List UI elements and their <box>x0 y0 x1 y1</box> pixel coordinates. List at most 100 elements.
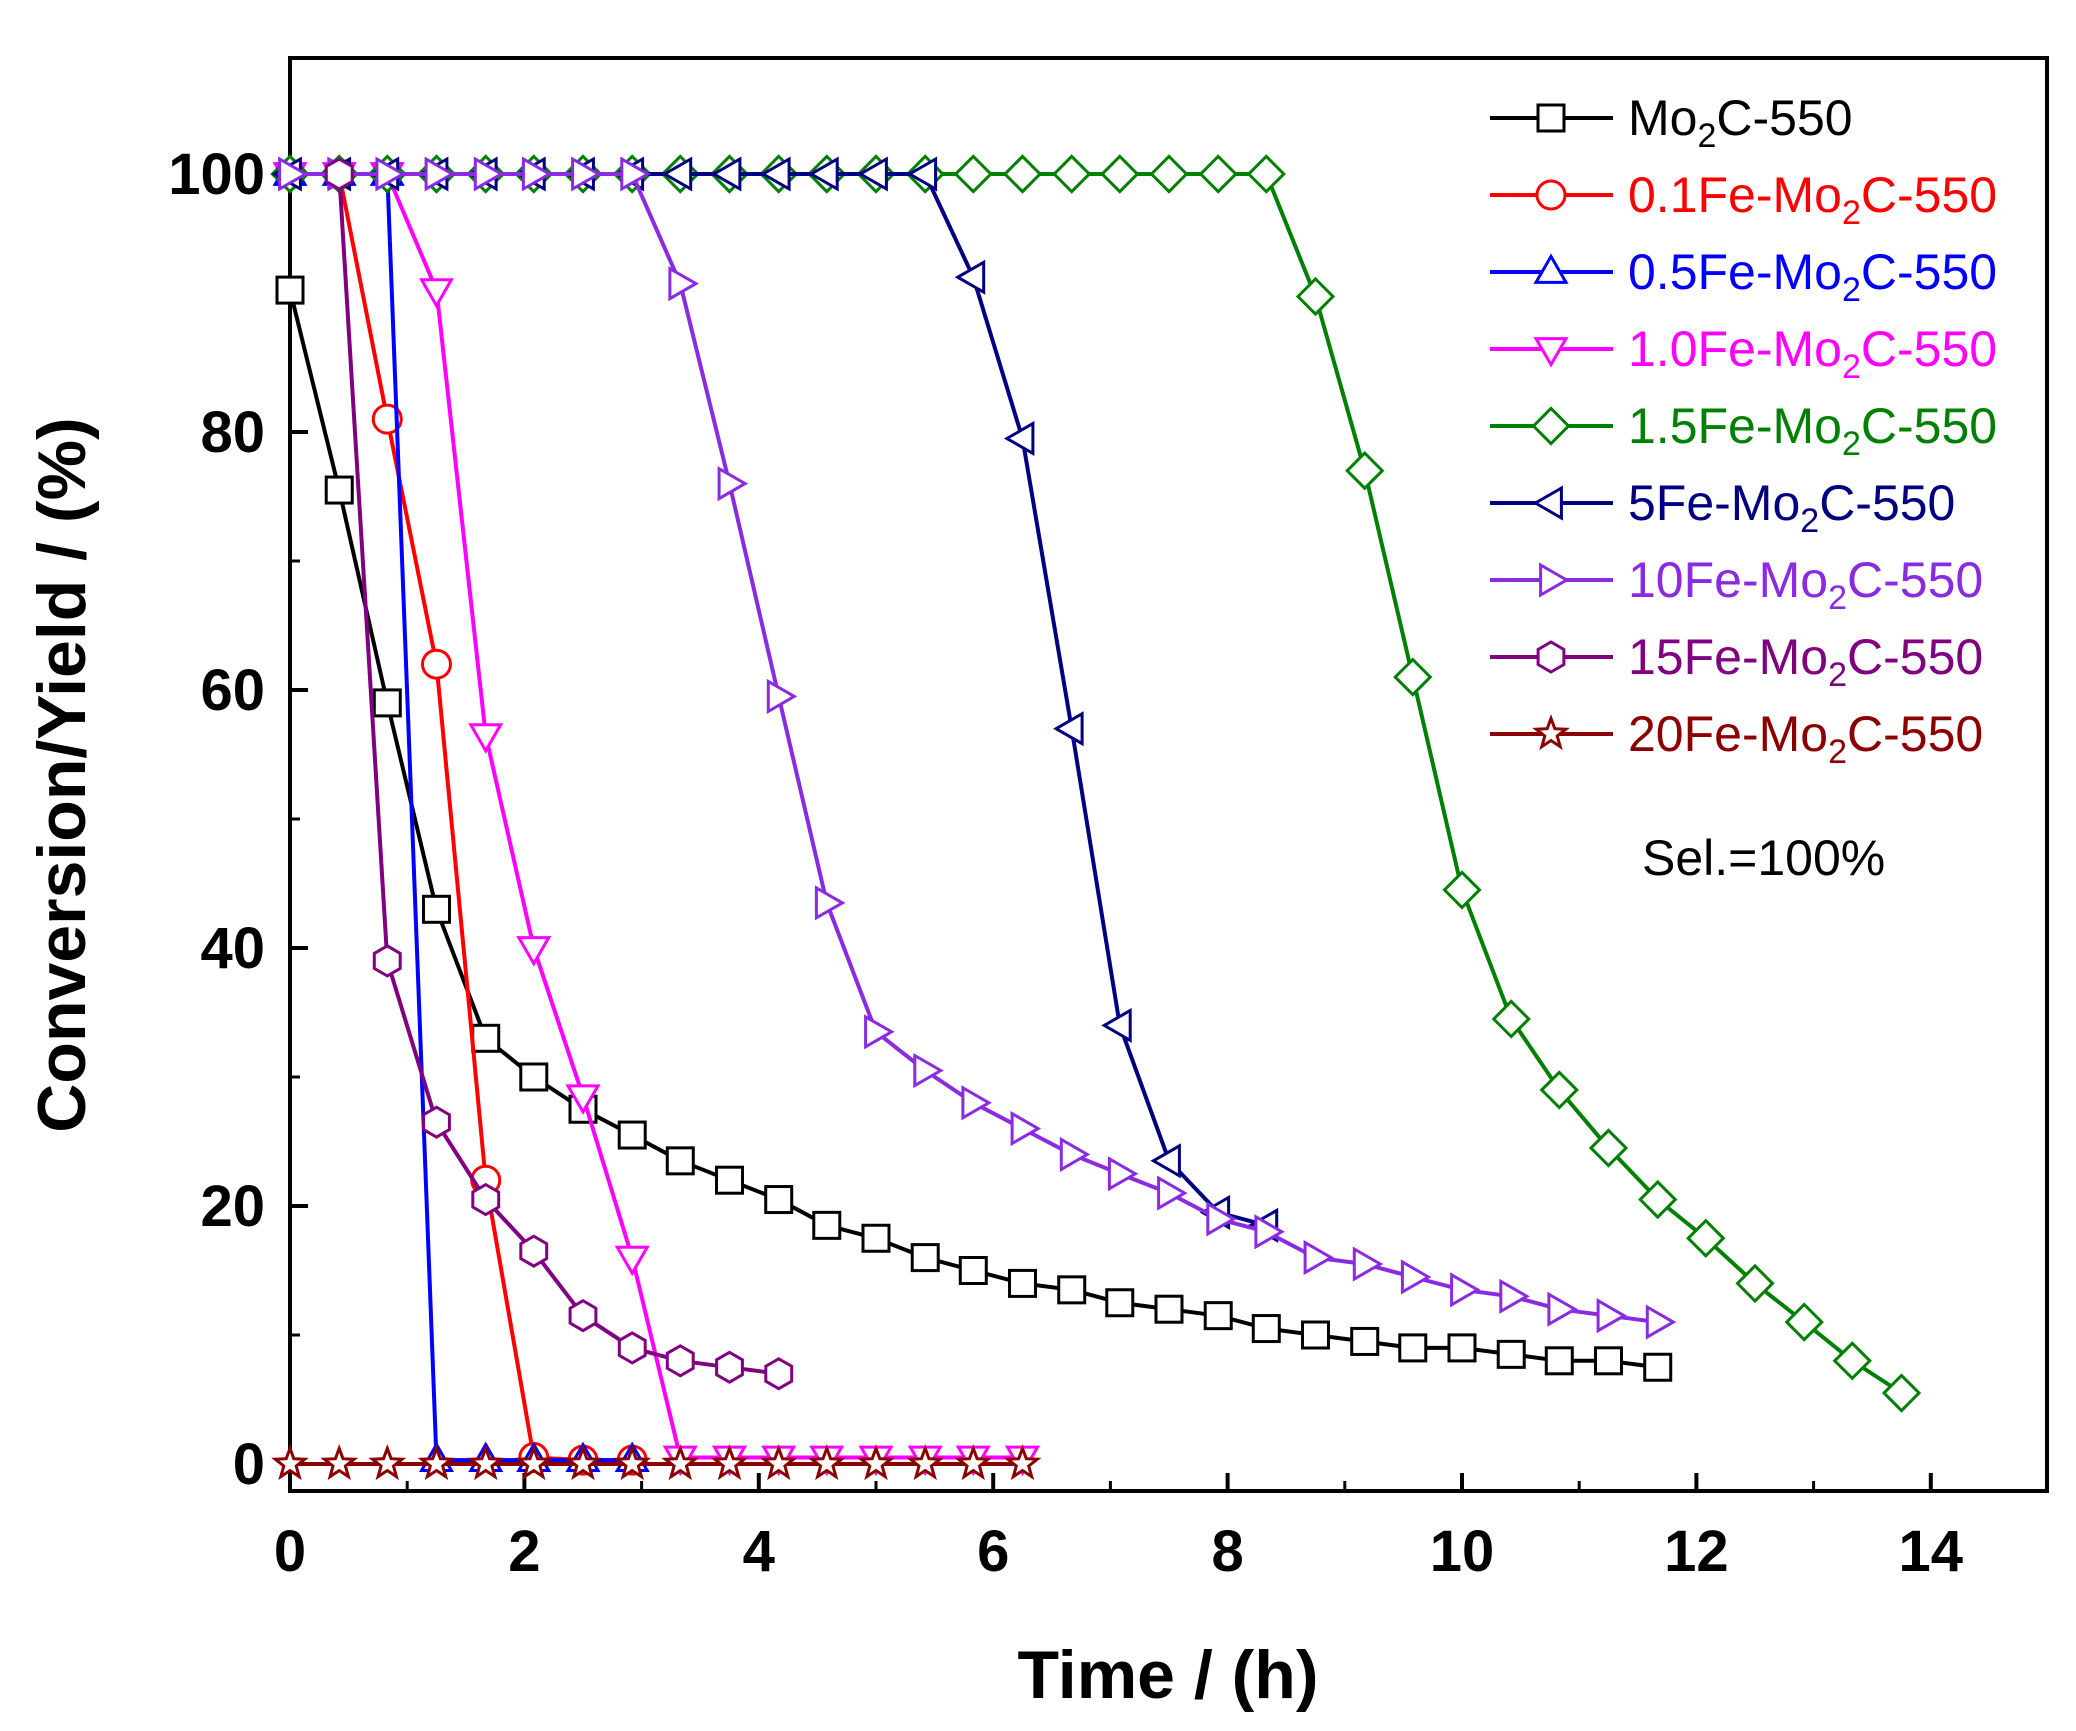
data-point <box>760 156 791 192</box>
data-point <box>1398 1333 1428 1363</box>
data-point <box>320 1444 359 1481</box>
data-point <box>1107 1156 1139 1192</box>
data-point <box>468 723 504 754</box>
data-point <box>516 936 552 967</box>
data-point <box>715 1165 744 1195</box>
annotation: Sel.=100% <box>1642 830 1885 886</box>
data-point <box>665 1344 695 1378</box>
data-point <box>857 156 888 192</box>
data-point <box>1010 1111 1042 1147</box>
data-point <box>278 156 309 192</box>
data-point <box>1254 1214 1285 1250</box>
data-point <box>764 1185 794 1215</box>
data-point <box>371 403 403 435</box>
data-point <box>1303 1240 1335 1276</box>
data-point <box>906 156 938 192</box>
data-point <box>1149 154 1189 194</box>
legend-marker <box>1532 485 1563 521</box>
data-point <box>661 156 693 192</box>
data-point <box>1442 870 1482 910</box>
data-point <box>1496 1339 1526 1369</box>
data-point <box>372 688 402 718</box>
data-point <box>710 156 742 192</box>
plot-frame <box>288 56 2049 1493</box>
legend-entry: 0.1Fe-Mo2C-550 <box>1490 167 1997 232</box>
data-point <box>808 156 839 192</box>
data-point <box>814 885 846 921</box>
data-point <box>661 1444 700 1481</box>
x-tick-label: 14 <box>1899 1519 1964 1584</box>
data-point <box>519 1234 549 1268</box>
legend-label: 1.5Fe-Mo2C-550 <box>1628 398 1997 463</box>
x-axis-ticks: 0 2 4 6 8 10 12 14 <box>274 1473 1963 1584</box>
data-point <box>1154 1294 1184 1324</box>
data-point <box>424 156 456 192</box>
x-tick-label: 0 <box>274 1519 306 1584</box>
data-point <box>1544 1346 1574 1376</box>
x-tick-label: 10 <box>1430 1519 1495 1584</box>
data-point <box>1539 1070 1579 1110</box>
data-point <box>1251 1314 1281 1344</box>
legend-marker <box>1532 714 1570 751</box>
y-tick-label: 100 <box>168 142 265 207</box>
data-point <box>417 1444 456 1481</box>
y-tick-label: 60 <box>200 658 265 723</box>
data-point <box>1645 1304 1677 1340</box>
data-point <box>954 259 986 295</box>
data-point <box>1101 1007 1132 1043</box>
data-point <box>1450 1272 1481 1308</box>
x-tick-label: 6 <box>977 1519 1009 1584</box>
data-point <box>954 1444 993 1481</box>
series-0.1Fe-Mo2C-550 <box>274 158 648 1476</box>
data-point <box>372 944 402 978</box>
data-point <box>668 266 699 302</box>
series-layer <box>270 154 1922 1481</box>
data-point <box>1345 450 1385 491</box>
series-15Fe-Mo2C-550 <box>324 157 794 1391</box>
data-point <box>958 1256 988 1285</box>
series-line <box>290 172 1658 1325</box>
legend-entry: 10Fe-Mo2C-550 <box>1490 552 1983 617</box>
data-point <box>1301 1320 1330 1350</box>
data-point <box>807 1444 846 1481</box>
data-point <box>1588 1128 1629 1168</box>
x-tick-label: 4 <box>743 1519 775 1584</box>
series-10Fe-Mo2C-550 <box>278 156 1677 1340</box>
legend: Mo2C-550 0.1Fe-Mo2C-550 0.5Fe-Mo2C-550 1.0F… <box>1490 90 1997 771</box>
data-point <box>568 1298 598 1333</box>
y-tick-label: 40 <box>200 916 265 981</box>
data-point <box>375 156 406 192</box>
data-point <box>1150 1143 1181 1179</box>
data-point <box>1008 1268 1037 1298</box>
data-point <box>271 1444 309 1481</box>
data-point <box>1735 1263 1775 1304</box>
legend-label: 1.0Fe-Mo2C-550 <box>1628 321 1997 386</box>
legend-label: 0.5Fe-Mo2C-550 <box>1628 244 1997 309</box>
data-point <box>864 1014 895 1050</box>
data-point <box>419 278 454 309</box>
data-point <box>1547 1291 1578 1327</box>
data-point <box>564 1444 602 1481</box>
data-point <box>861 1223 891 1253</box>
legend-entry: 15Fe-Mo2C-550 <box>1490 629 1983 694</box>
x-tick-label: 12 <box>1664 1519 1729 1584</box>
data-point <box>613 1444 652 1481</box>
legend-entry: Mo2C-550 <box>1490 90 1853 155</box>
data-point <box>913 1053 944 1089</box>
data-point <box>715 1350 744 1384</box>
data-point <box>1638 1179 1678 1220</box>
data-point <box>614 1245 650 1277</box>
data-point <box>906 1444 945 1481</box>
data-point <box>1052 154 1092 194</box>
data-point <box>519 1062 549 1092</box>
legend-marker <box>1533 253 1569 284</box>
data-point <box>1352 1246 1384 1282</box>
legend-marker <box>1539 562 1570 598</box>
data-point <box>368 1444 407 1481</box>
data-point <box>1203 1301 1233 1331</box>
data-point <box>1350 1326 1380 1356</box>
y-tick-label: 0 <box>233 1432 265 1497</box>
data-point <box>1594 1346 1623 1376</box>
legend-label: Mo2C-550 <box>1628 90 1853 155</box>
